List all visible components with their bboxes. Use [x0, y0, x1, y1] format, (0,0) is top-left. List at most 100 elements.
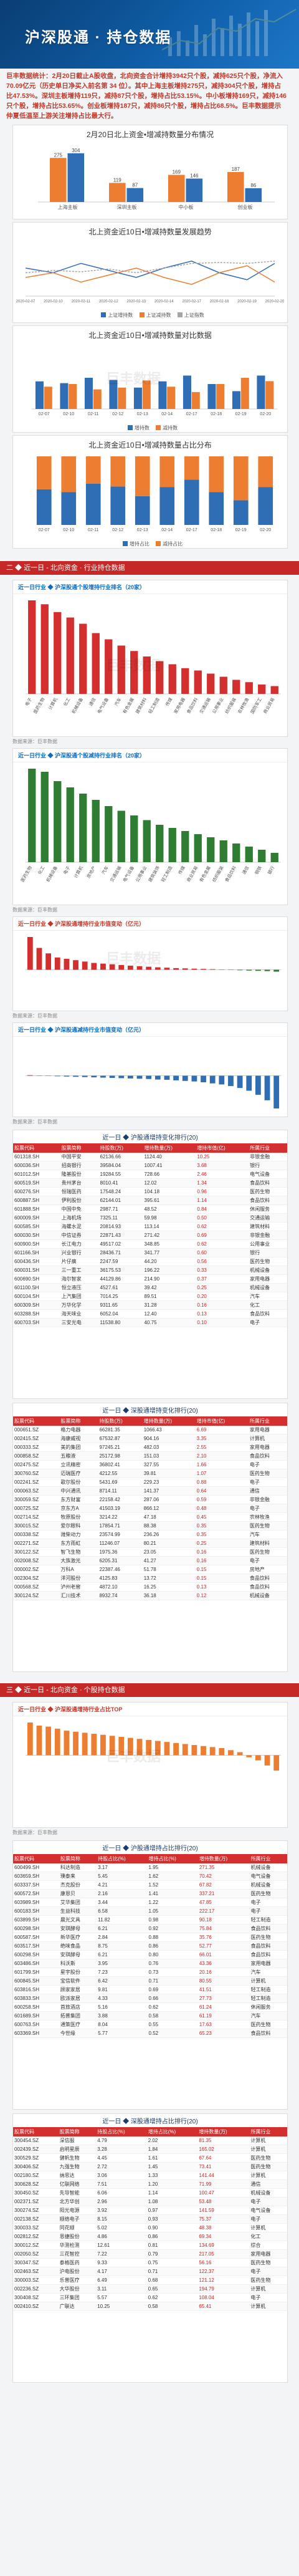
- table-cell: 41503.19: [98, 1504, 143, 1513]
- table-cell: 0.69: [196, 1231, 249, 1240]
- table-cell: 1.34: [196, 1178, 249, 1188]
- tick-label: 2020-02-14: [154, 300, 174, 304]
- table-cell: 电子: [248, 1478, 287, 1487]
- bar: [136, 1075, 143, 1079]
- table-cell: 300122.SZ: [13, 1547, 60, 1557]
- table-cell: 泸州老窖: [59, 1582, 98, 1592]
- table3-card: 近一日 ◆ 沪股通增持占比排行(20) 股票代码 股票简称 持股占比(%) 增持占比(…: [12, 1840, 288, 2110]
- table-cell: 汽车: [249, 1968, 287, 1977]
- chart1-svg: 275 304 上海主板 119 87 深圳主板 169 146 中小板 187 86 创业板: [38, 148, 275, 210]
- table-cell: 601012.SH: [13, 1170, 60, 1179]
- table-cell: 食品饮料: [249, 1309, 287, 1319]
- hero-banner: 沪深股通 · 持仓数据: [0, 0, 299, 69]
- bar: [146, 1075, 152, 1079]
- bar: [209, 1075, 216, 1084]
- table-cell: 194.79: [197, 2284, 250, 2294]
- table-cell: 6052.04: [98, 1309, 143, 1319]
- bar: [100, 1734, 106, 1756]
- table-row: 600572.SH 康恩贝 2.16 1.41 337.21 医药生物: [13, 1889, 287, 1898]
- bar: [270, 686, 278, 694]
- table-row: 600183.SH 生益科技 6.58 1.05 222.17 电子: [13, 1906, 287, 1916]
- table-row: 002236.SZ 大华股份 3.11 0.65 194.79 计算机: [13, 2284, 287, 2294]
- table-cell: 600845.SH: [13, 1976, 59, 1986]
- table-cell: 5.45: [97, 1872, 148, 1881]
- table-cell: 拓普集团: [59, 2011, 97, 2021]
- table-cell: 300124.SZ: [13, 1591, 60, 1600]
- table-cell: 璞泰来: [59, 1872, 97, 1881]
- table-cell: 食品饮料: [248, 1582, 287, 1592]
- tick-label: 02-14: [161, 528, 173, 532]
- bar: [128, 965, 133, 970]
- tick-label: 2020-02-11: [72, 300, 91, 304]
- table-cell: 银行: [249, 1161, 287, 1170]
- chart4-legend-0: 增持占比: [129, 541, 150, 547]
- table-cell: 8.04: [97, 2020, 148, 2029]
- table-cell: 300628.SZ: [13, 2180, 59, 2189]
- chart4-legend-1: 减持占比: [163, 541, 183, 547]
- table-cell: 0.69: [147, 1985, 198, 1994]
- table-cell: 4.17: [96, 2267, 147, 2276]
- bar: [201, 1075, 206, 1082]
- table-cell: 电气设备: [249, 2206, 287, 2215]
- chart-decoration-icon: [162, 9, 297, 56]
- table-cell: 27.73: [197, 1994, 250, 2003]
- bar: [264, 1075, 270, 1100]
- bar: [245, 682, 253, 694]
- table-cell: 汽车: [249, 1292, 287, 1301]
- tick-label: 房地产: [85, 865, 97, 880]
- bar: [246, 1755, 252, 1757]
- table-cell: 恒立液压: [60, 1283, 99, 1292]
- table-cell: 482.03: [142, 1443, 196, 1452]
- chart6-head: 近一日行业 ◆ 沪深股通个股减持行业排名（20家）: [13, 749, 287, 762]
- table-cell: 片仔癀: [60, 1257, 99, 1266]
- table-cell: 0.75: [146, 2258, 198, 2267]
- bar: [182, 1744, 188, 1756]
- bar: [50, 158, 67, 202]
- table-cell: 电子: [248, 1556, 287, 1565]
- table-cell: 002812.SZ: [13, 2232, 59, 2241]
- table-cell: 71.99: [197, 2180, 250, 2189]
- table-cell: 0.88: [147, 1933, 198, 1942]
- legend-swatch: [156, 541, 161, 546]
- table-cell: 食品饮料: [249, 1941, 287, 1951]
- bar: [219, 1075, 225, 1085]
- table-cell: 600258.SH: [13, 2002, 59, 2012]
- table-cell: 19284.55: [98, 1170, 143, 1179]
- table-cell: 先导智能: [58, 2188, 97, 2198]
- table-cell: 300454.SZ: [13, 2136, 59, 2145]
- bar: [184, 456, 199, 480]
- table-cell: 000338.SZ: [13, 1530, 60, 1539]
- table-cell: 0.79: [146, 2249, 198, 2259]
- table-cell: 4.21: [97, 1880, 148, 1890]
- table-cell: 600436.SH: [13, 1257, 60, 1266]
- table-cell: 非银金融: [248, 1495, 287, 1504]
- chart1-title: 2月20日北上资金•增减持数量分布情况: [86, 130, 214, 139]
- table-cell: 医药生物: [249, 2276, 287, 2285]
- chart3-title: 北上资金近10日•增减持数量对比数据: [88, 331, 212, 340]
- table-cell: 0.50: [196, 1213, 249, 1223]
- table-cell: 万华化学: [60, 1300, 99, 1310]
- section2-title: 三 ◆ 近一日 - 北向资金 · 个股持仓数据: [0, 1683, 299, 1697]
- tick-label: 02-10: [63, 412, 74, 416]
- table-cell: 泰格医药: [58, 2258, 97, 2267]
- table-cell: 40.75: [143, 1318, 196, 1327]
- table-cell: 0.64: [195, 1486, 249, 1496]
- table-cell: 万科A: [59, 1565, 98, 1574]
- table-row: 300347.SZ 泰格医药 9.33 0.75 56.16 医药生物: [13, 2258, 287, 2267]
- bar: [209, 456, 224, 493]
- table-cell: 600183.SH: [13, 1906, 59, 1916]
- bar: [40, 772, 49, 862]
- bar: [130, 815, 138, 862]
- legend-swatch: [101, 312, 107, 317]
- table-cell: 61.19: [197, 2011, 250, 2021]
- table-cell: 三一重工: [60, 1266, 99, 1275]
- bar: [273, 1755, 280, 1771]
- table-cell: 机械设备: [249, 1266, 287, 1275]
- bar: [257, 375, 265, 409]
- table-cell: 1.20: [146, 2180, 198, 2189]
- table-cell: 600499.SH: [13, 1863, 59, 1872]
- bar: [110, 486, 126, 525]
- bar: [146, 1739, 152, 1756]
- table-cell: 300015.SZ: [13, 1521, 60, 1531]
- chart8-card: 近一日行业 ◆ 沪深股通减持行业市值变动（亿元）: [12, 1022, 288, 1117]
